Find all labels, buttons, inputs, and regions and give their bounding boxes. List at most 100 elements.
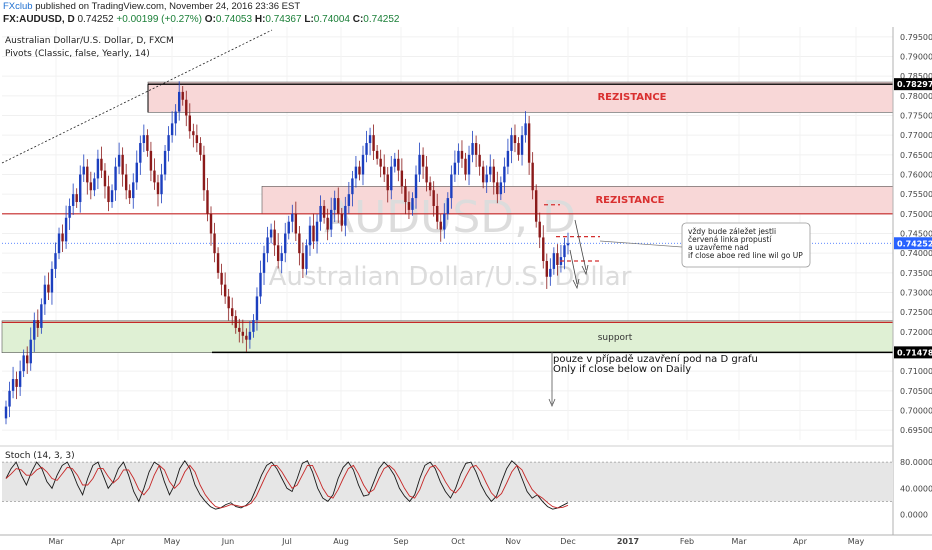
stoch-k-line [5,459,569,510]
symbol-header: FX:AUDUSD, D 0.74252 +0.00199 (+0.27%) O… [3,14,399,25]
candle-body [407,202,411,210]
candle-body [241,331,245,336]
candle-body [485,174,488,183]
candle-body [517,143,520,155]
candle-body [220,272,223,285]
candle-body [276,245,280,262]
candle-body [305,245,308,269]
candle-body [474,143,478,155]
candle-body [340,213,343,226]
candle-body [361,154,365,175]
y-tick-label: 0.72000 [900,328,932,337]
x-axis[interactable]: Mar Apr May Jun Jul Aug Sep Oct Nov Dec 2017 Feb Mar… [0,534,932,546]
candle-body [234,316,237,328]
x-tick-label: May [164,537,181,546]
watermark-symbol: AUDUSD, D [324,192,576,243]
candle-body [4,406,8,419]
candle-body [262,253,266,273]
y-tick-label: 0.79000 [900,53,932,62]
candle-body [177,91,181,112]
candle-body [542,237,545,262]
candle-body [135,162,138,183]
candle-body [489,166,492,175]
candle-body [443,213,446,230]
candle-body [418,154,421,175]
y-tick-label: 0.73500 [900,269,932,278]
x-tick-label: Sep [393,537,408,546]
candle-body [510,135,513,151]
candle-body [110,190,114,203]
candle-body [68,205,71,218]
candle-body [82,166,85,175]
candle-body [163,150,167,175]
y-axis[interactable]: 0.79500 0.79000 0.78500 0.78000 0.77500 0.770… [892,27,932,535]
x-tick-label: Jul [281,537,292,546]
candle-body [563,245,566,258]
note-line: Only if close below on Daily [553,364,691,375]
stoch-tick-label: 80.0000 [900,458,932,467]
x-tick-label: Apr [793,537,808,546]
candle-body [103,170,107,187]
candle-body [287,221,290,234]
candle-body [75,194,78,203]
candle-body [40,304,43,328]
candle-body [319,205,322,222]
y-tick-label: 0.77500 [900,112,932,121]
x-tick-label: Mar [48,537,64,546]
candles-layer [4,81,570,425]
candle-body [496,182,499,195]
candle-body [351,178,354,195]
candle-body [174,111,177,124]
candle-body [446,198,450,214]
low-label: L: [304,14,314,25]
candle-body [347,194,351,206]
candle-body [100,158,103,171]
candle-body [552,253,556,269]
candle-body [372,135,375,151]
candle-body [439,221,442,230]
publish-info: published on TradingView.com, November 2… [32,1,301,12]
candle-body [223,284,227,297]
candle-body [411,198,414,210]
publish-header: FXclub published on TradingView.com, Nov… [3,1,300,12]
candle-body [460,150,464,159]
candle-body [450,174,453,199]
candle-body [248,331,252,340]
candle-body [170,123,174,136]
zone-rect [1,320,894,353]
candle-body [93,178,96,191]
chart-title: Australian Dollar/U.S. Dollar, D, FXCM [5,36,174,46]
chart-subtitle: Pivots (Classic, false, Yearly, 14) [5,49,150,59]
candle-body [57,233,61,254]
candle-body [428,182,432,191]
x-tick-label: May [848,537,865,546]
candle-body [64,217,68,242]
candle-body [269,229,273,238]
candle-body [432,190,435,206]
x-tick-label: Nov [505,537,521,546]
stoch-tick-label: 0.0000 [900,510,928,519]
candle-body [43,284,47,305]
watermark: AUDUSD, D Australian Dollar/U.S. Dollar [269,192,632,292]
candle-body [132,182,135,199]
brand-link[interactable]: FXclub [3,1,33,12]
y-tick-label: 0.77000 [900,131,932,140]
high-value: 0.74367 [265,14,302,25]
candle-body [545,261,548,277]
candle-body [312,225,315,242]
candle-body [79,174,82,203]
note-line: if close aboe red line wil go UP [688,251,803,260]
drawings-layer [1,29,683,408]
y-tick-label: 0.78500 [900,72,932,81]
x-tick-label: Jun [221,537,235,546]
candle-body [216,253,220,273]
candle-body [227,296,230,309]
candle-body [33,320,36,340]
candle-body [202,154,206,191]
symbol-label[interactable]: FX:AUDUSD, D [3,14,75,25]
note-line: vždy bude záležet jestli [688,227,776,236]
stoch-tick-label: 40.0000 [900,484,932,493]
x-tick-label: Dec [560,537,575,546]
